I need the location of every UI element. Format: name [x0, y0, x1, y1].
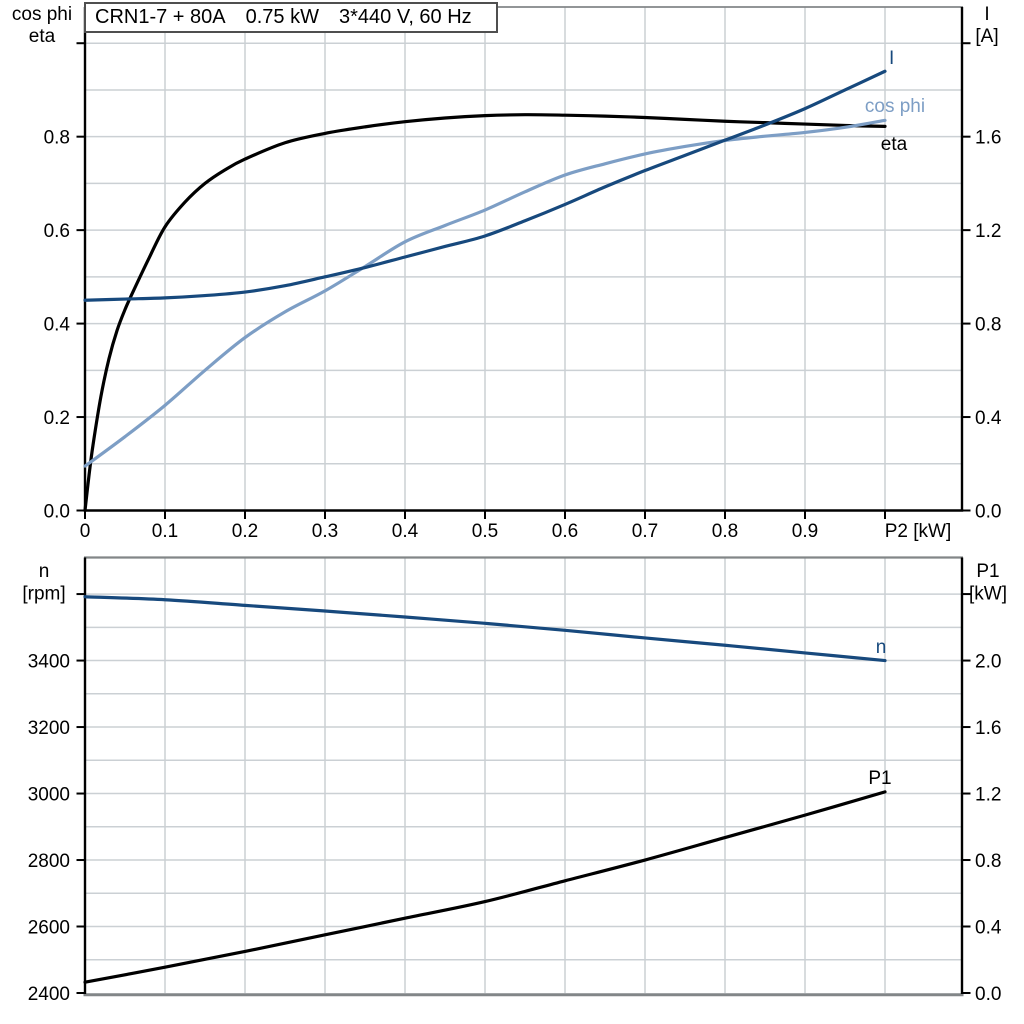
x-axis-tick-label: 0.9: [792, 521, 818, 542]
curve-cos-phi: [83, 118, 887, 468]
curve-label-i: I: [889, 48, 894, 69]
left-axis-tick-label: 3000: [28, 785, 70, 806]
curve-label-cos-phi: cos phi: [865, 96, 925, 117]
right-axis-tick-label: 0.4: [975, 918, 1002, 939]
x-axis-tick-label: 0.3: [312, 521, 338, 542]
right-axis-tick-label: 1.2: [975, 785, 1001, 806]
chart-title-box: CRN1-7 + 80A 0.75 kW 3*440 V, 60 Hz: [84, 2, 498, 33]
left-axis-tick-label: 0.8: [44, 128, 70, 149]
curve-p1: [83, 790, 887, 984]
right-axis-tick-label: 0.4: [975, 408, 1002, 429]
x-axis-tick-label: 0.4: [392, 521, 419, 542]
left-axis-tick-label: 0.4: [44, 315, 71, 336]
left-axis-title-line2: eta: [29, 26, 56, 47]
right-axis-title-line1: P1: [976, 561, 999, 582]
left-axis-tick-label: 0.0: [44, 502, 70, 523]
right-axis-title-line2: [A]: [975, 26, 998, 47]
right-axis-tick-label: 0.8: [975, 315, 1001, 336]
x-axis-tick-label: 0.7: [632, 521, 658, 542]
left-axis-tick-label: 3200: [28, 718, 70, 739]
right-axis-tick-label: 0.8: [975, 851, 1001, 872]
x-axis-title: P2 [kW]: [885, 521, 952, 542]
right-axis-tick-label: 2.0: [975, 652, 1001, 673]
title-voltage-frequency: 3*440 V, 60 Hz: [338, 6, 472, 28]
x-axis-tick-label: 0: [80, 521, 91, 542]
x-axis-tick-label: 0.6: [552, 521, 578, 542]
curve-n: [83, 595, 887, 663]
right-axis-tick-label: 1.6: [975, 128, 1001, 149]
title-pump-model: CRN1-7 + 80A: [95, 6, 226, 28]
curve-label-eta: eta: [881, 134, 908, 155]
left-axis-tick-label: 2600: [28, 918, 70, 939]
x-axis-tick-label: 0.8: [712, 521, 738, 542]
right-axis-title-line2: [kW]: [969, 584, 1007, 605]
title-motor-power: 0.75 kW: [245, 6, 319, 28]
curve-i: [83, 69, 887, 302]
x-axis-tick-label: 0.1: [152, 521, 178, 542]
curve-label-p1: P1: [868, 768, 891, 789]
right-axis-tick-label: 1.2: [975, 221, 1001, 242]
left-axis-title-line2: [rpm]: [22, 584, 65, 605]
left-axis-tick-label: 0.6: [44, 221, 70, 242]
left-axis-tick-label: 0.2: [44, 408, 70, 429]
left-axis-title-line1: cos phi: [12, 4, 72, 25]
right-axis-tick-label: 0.0: [975, 502, 1001, 523]
left-axis-tick-label: 2400: [28, 984, 70, 1005]
curve-eta: [83, 113, 887, 513]
right-axis-tick-label: 0.0: [975, 984, 1001, 1005]
x-axis-tick-label: 0.2: [232, 521, 258, 542]
curve-label-n: n: [876, 637, 887, 658]
right-axis-tick-label: 1.6: [975, 718, 1001, 739]
left-axis-tick-label: 3400: [28, 652, 70, 673]
left-axis-tick-label: 2800: [28, 851, 70, 872]
left-axis-title-line1: n: [39, 561, 50, 582]
x-axis-tick-label: 0.5: [472, 521, 498, 542]
right-axis-title-line1: I: [984, 4, 989, 25]
